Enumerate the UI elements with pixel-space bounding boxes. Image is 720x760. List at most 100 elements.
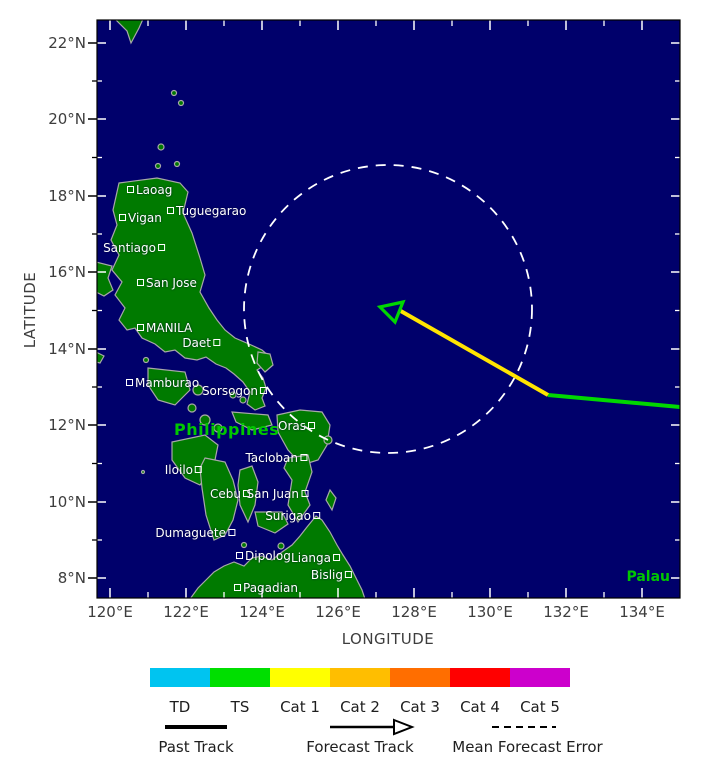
- axis-ticks: [88, 20, 680, 598]
- city-mamburao: Mamburao: [126, 375, 201, 390]
- city-label: Laoag: [136, 182, 173, 197]
- city-marker: [137, 324, 144, 331]
- city-marker: [167, 207, 174, 214]
- city-label: San Jose: [146, 275, 197, 290]
- mean-forecast-error-circle: [243, 164, 533, 454]
- x-tick-label: 132°E: [543, 603, 589, 621]
- city-sorsogon: Sorsogon: [200, 383, 267, 398]
- y-tick-label: 10°N: [48, 493, 86, 511]
- city-tacloban: Tacloban: [243, 450, 307, 465]
- city-vigan: Vigan: [119, 210, 164, 225]
- colorbar-ts: [210, 668, 270, 687]
- x-tick-label: 122°E: [163, 603, 209, 621]
- city-marker: [313, 512, 320, 519]
- city-label: Iloilo: [164, 462, 193, 477]
- city-san-juan: San Juan: [245, 486, 308, 501]
- city-lianga: Lianga: [289, 551, 340, 565]
- city-daet: Daet: [180, 335, 220, 350]
- city-marker: [137, 279, 144, 286]
- city-label: Vigan: [128, 210, 162, 225]
- city-marker: [126, 379, 133, 386]
- y-tick-label: 20°N: [48, 110, 86, 128]
- forecast-track-arrow-sample: [330, 718, 415, 736]
- x-tick-label: 128°E: [391, 603, 437, 621]
- x-axis-title: LONGITUDE: [341, 630, 435, 648]
- city-label: Daet: [182, 335, 211, 350]
- city-manila: MANILA: [137, 321, 194, 335]
- city-marker: [158, 244, 165, 251]
- map-canvas: [88, 19, 681, 599]
- forecast-track-segment: [547, 393, 680, 409]
- plot-frame: [96, 19, 681, 599]
- x-tick-label: 130°E: [467, 603, 513, 621]
- land-philippines: [97, 20, 366, 598]
- city-marker: [260, 387, 267, 394]
- x-tick-label: 134°E: [619, 603, 665, 621]
- city-san-jose: San Jose: [137, 275, 199, 290]
- city-label: Dipolog: [245, 548, 291, 563]
- city-oras: Oras: [276, 418, 315, 433]
- city-marker: [195, 466, 202, 473]
- city-marker: [119, 214, 126, 221]
- y-tick-label: 14°N: [48, 340, 86, 358]
- mean-forecast-error-label: Mean Forecast Error: [452, 738, 603, 756]
- city-marker: [236, 552, 243, 559]
- category-label: TD: [169, 698, 191, 716]
- colorbar-cat4: [450, 668, 510, 687]
- city-label: Oras: [278, 418, 306, 433]
- colorbar-td: [150, 668, 210, 687]
- city-marker: [234, 584, 241, 591]
- y-tick-label: 18°N: [48, 187, 86, 205]
- y-tick-label: 8°N: [57, 569, 86, 587]
- past-track-label: Past Track: [158, 738, 234, 756]
- city-pagadian: Pagadian: [234, 580, 300, 595]
- forecast-track-segment: [398, 308, 549, 397]
- city-marker: [300, 454, 307, 461]
- mean-forecast-error-line-sample: [492, 726, 556, 728]
- city-marker: [228, 529, 235, 536]
- city-marker: [333, 554, 340, 561]
- city-label: Cebu: [210, 486, 241, 501]
- city-santiago: Santiago: [101, 240, 165, 255]
- city-cebu: Cebu: [208, 486, 250, 501]
- city-iloilo: Iloilo: [163, 462, 202, 477]
- colorbar-cat5: [510, 668, 570, 687]
- past-track-line-sample: [165, 725, 227, 729]
- city-tuguegarao: Tuguegarao: [167, 203, 248, 218]
- city-dumaguete: Dumaguete: [153, 525, 235, 540]
- city-dipolog: Dipolog: [236, 548, 293, 563]
- y-tick-label: 22°N: [48, 34, 86, 52]
- city-marker: [301, 490, 308, 497]
- city-marker: [308, 422, 315, 429]
- city-label: Surigao: [265, 508, 311, 523]
- region-label-palau: Palau: [626, 569, 670, 585]
- category-label: TS: [230, 698, 250, 716]
- city-label: Tuguegarao: [176, 203, 247, 218]
- category-label: Cat 2: [340, 698, 380, 716]
- city-surigao: Surigao: [263, 508, 320, 523]
- storm-track-layer: [243, 164, 680, 454]
- x-tick-label: 124°E: [239, 603, 285, 621]
- city-label: Pagadian: [243, 580, 298, 595]
- y-tick-label: 16°N: [48, 263, 86, 281]
- city-label: Santiago: [103, 240, 156, 255]
- city-marker: [213, 339, 220, 346]
- x-tick-label: 126°E: [315, 603, 361, 621]
- city-bislig: Bislig: [309, 567, 352, 582]
- x-tick-label: 120°E: [87, 603, 133, 621]
- city-label: Tacloban: [245, 450, 298, 465]
- city-label: San Juan: [246, 486, 300, 501]
- city-laoag: Laoag: [127, 182, 174, 197]
- y-axis-title: LATITUDE: [21, 271, 39, 349]
- city-marker: [243, 490, 250, 497]
- city-label: Bislig: [310, 567, 343, 582]
- city-marker: [127, 186, 134, 193]
- category-label: Cat 4: [460, 698, 500, 716]
- city-label: Dumaguete: [155, 525, 226, 540]
- colorbar-cat2: [330, 668, 390, 687]
- forecast-track-arrowhead: [376, 299, 406, 325]
- city-label: Mamburao: [135, 375, 200, 390]
- city-label: Sorsogon: [201, 383, 258, 398]
- forecast-track-label: Forecast Track: [306, 738, 414, 756]
